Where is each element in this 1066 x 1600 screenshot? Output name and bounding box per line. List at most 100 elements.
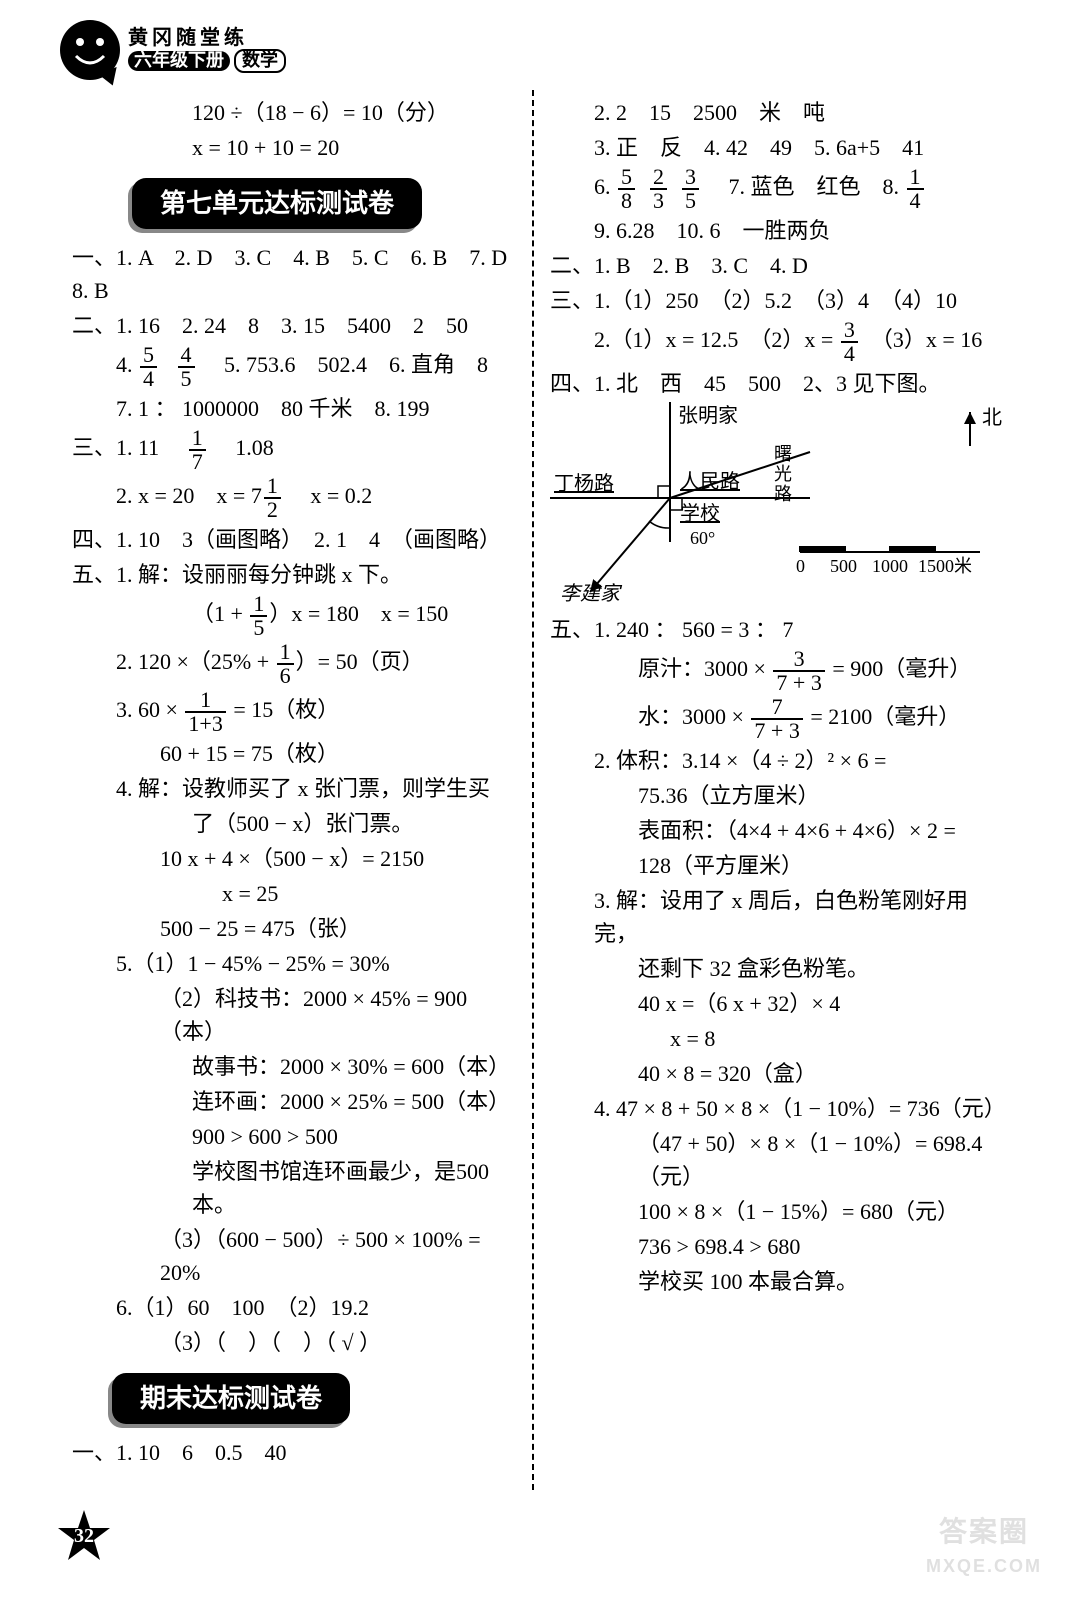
svg-text:0: 0	[796, 556, 805, 576]
fraction: 11+3	[185, 689, 225, 735]
text: 五、1. 解：设丽丽每分钟跳 x 下。	[72, 558, 516, 591]
svg-text:李建家: 李建家	[560, 583, 623, 602]
text: 原汁：3000 ×	[638, 656, 771, 681]
fraction: 17	[189, 427, 206, 473]
text: 学校买 100 本最合算。	[550, 1265, 1004, 1298]
text: 故事书：2000 × 30% = 600（本）	[72, 1050, 516, 1083]
text: 2. 120 ×（25% + 16）= 50（页）	[72, 641, 516, 687]
text: 2. 体积：3.14 ×（4 ÷ 2）² × 6 =	[550, 744, 1004, 777]
final-banner: 期末达标测试卷	[112, 1373, 350, 1424]
fraction: 37 + 3	[773, 648, 824, 694]
svg-text:张明家: 张明家	[678, 404, 738, 427]
text: 6.	[594, 174, 616, 199]
text: x = 10 + 10 = 20	[72, 131, 516, 164]
text: 40 x =（6 x + 32）× 4	[550, 987, 1004, 1020]
text: 5. 753.6 502.4 6. 直角 8	[202, 352, 488, 377]
text: 4. 解：设教师买了 x 张门票，则学生买	[72, 772, 516, 805]
text: x = 0.2	[288, 483, 372, 508]
watermark-line2: MXQE.COM	[926, 1553, 1042, 1580]
fraction: 35	[682, 166, 699, 212]
text: ）= 50（页）	[296, 649, 424, 674]
text: 一、1. 10 6 0.5 40	[72, 1436, 516, 1469]
text: 了（500 − x）张门票。	[72, 807, 516, 840]
text: 500 − 25 = 475（张）	[72, 912, 516, 945]
text: 5.（1）1 − 45% − 25% = 30%	[72, 947, 516, 980]
svg-text:500: 500	[830, 556, 857, 576]
svg-text:32: 32	[74, 1525, 94, 1547]
text: （1 + 15）x = 180 x = 150	[72, 593, 516, 639]
text: 水：3000 ×	[638, 704, 749, 729]
fraction: 34	[841, 319, 858, 365]
text: 2.（1）x = 12.5 （2）x = 34 （3）x = 16	[550, 319, 1004, 365]
text: 3. 解：设用了 x 周后，白色粉笔刚好用完，	[550, 884, 1004, 950]
text: 6. 58 23 35 7. 蓝色 红色 8. 14	[550, 166, 1004, 212]
watermark-line1: 答案圈	[926, 1511, 1042, 1553]
text: 2. x = 20 x = 712 x = 0.2	[72, 475, 516, 521]
text: 三、1.（1）250 （2）5.2 （3）4 （4）10	[550, 284, 1004, 317]
text: 4. 54 45 5. 753.6 502.4 6. 直角 8	[72, 344, 516, 390]
text: （47 + 50）× 8 ×（1 − 10%）= 698.4（元）	[550, 1127, 1004, 1193]
text: 三、1. 11	[72, 435, 181, 460]
content-columns: 120 ÷（18 − 6）= 10（分） x = 10 + 10 = 20 第七…	[0, 90, 1066, 1490]
text: 3. 60 ×	[116, 697, 183, 722]
text: 3. 60 × 11+3 = 15（枚）	[72, 689, 516, 735]
page-header: 黄冈随堂练 六年级下册 数学	[0, 0, 1066, 90]
text: 1.08	[213, 435, 274, 460]
text: 100 × 8 ×（1 − 15%）= 680（元）	[550, 1195, 1004, 1228]
fraction: 12	[264, 475, 281, 521]
text: 连环画：2000 × 25% = 500（本）	[72, 1085, 516, 1118]
text: 二、1. B 2. B 3. C 4. D	[550, 249, 1004, 282]
text: 6.（1）60 100 （2）19.2	[72, 1291, 516, 1324]
svg-text:光: 光	[774, 464, 792, 484]
fraction: 54	[140, 344, 157, 390]
svg-text:丁杨路: 丁杨路	[554, 472, 614, 495]
text: 表面积：（4×4 + 4×6 + 4×6）× 2 =	[550, 814, 1004, 847]
smile-icon	[60, 20, 120, 80]
text: 四、1. 10 3（画图略） 2. 1 4 （画图略）	[72, 523, 516, 556]
text: 75.36（立方厘米）	[550, 779, 1004, 812]
fraction: 14	[907, 166, 924, 212]
svg-text:1000: 1000	[872, 556, 908, 576]
text: 4. 47 × 8 + 50 × 8 ×（1 − 10%）= 736（元）	[550, 1092, 1004, 1125]
text: 2. 2 15 2500 米 吨	[550, 96, 1004, 129]
right-column: 2. 2 15 2500 米 吨 3. 正 反 4. 42 49 5. 6a+5…	[538, 90, 1016, 1490]
map-diagram: 北 张明家 丁杨路 人民路 曙 光 路 学校 60° 李建家	[550, 402, 1010, 602]
text: 60 + 15 = 75（枚）	[72, 737, 516, 770]
text: （2）科技书：2000 × 45% = 900（本）	[72, 982, 516, 1048]
text: = 900（毫升）	[827, 656, 971, 681]
left-column: 120 ÷（18 − 6）= 10（分） x = 10 + 10 = 20 第七…	[60, 90, 528, 1490]
text: 三、1. 11 17 1.08	[72, 427, 516, 473]
text: （3）（600 − 500）÷ 500 × 100% = 20%	[72, 1223, 516, 1289]
text: （3）（ ）（ ）（ √ ）	[72, 1326, 516, 1359]
text: = 2100（毫升）	[805, 704, 960, 729]
svg-text:学校: 学校	[680, 502, 720, 525]
text: 9. 6.28 10. 6 一胜两负	[550, 214, 1004, 247]
text: 2.（1）x = 12.5 （2）x =	[594, 327, 839, 352]
svg-text:60°: 60°	[690, 528, 715, 548]
svg-text:曙: 曙	[774, 444, 792, 464]
text: 还剩下 32 盒彩色粉笔。	[550, 952, 1004, 985]
text: x = 8	[550, 1022, 1004, 1055]
text: 7. 蓝色 红色 8.	[707, 174, 905, 199]
grade-pill: 六年级下册	[128, 51, 230, 71]
text: = 15（枚）	[228, 697, 339, 722]
text: 7. 1 ： 1000000 80 千米 8. 199	[72, 392, 516, 425]
text: 2. 120 ×（25% +	[116, 649, 275, 674]
text: 4.	[116, 352, 138, 377]
text: 900 > 600 > 500	[72, 1120, 516, 1153]
text: 2. x = 20 x = 7	[116, 483, 262, 508]
north-label: 北	[982, 406, 1002, 429]
text: 原汁：3000 × 37 + 3 = 900（毫升）	[550, 648, 1004, 694]
svg-text:1500米: 1500米	[918, 556, 972, 576]
text: 10 x + 4 ×（500 − x）= 2150	[72, 842, 516, 875]
text: 水：3000 × 77 + 3 = 2100（毫升）	[550, 696, 1004, 742]
text: 40 × 8 = 320（盒）	[550, 1057, 1004, 1090]
text: 二、1. 16 2. 24 8 3. 15 5400 2 50	[72, 309, 516, 342]
text: 3. 正 反 4. 42 49 5. 6a+5 41	[550, 131, 1004, 164]
text: 128（平方厘米）	[550, 849, 1004, 882]
text: ）x = 180 x = 150	[269, 601, 448, 626]
fraction: 23	[650, 166, 667, 212]
fraction: 45	[178, 344, 195, 390]
text: 四、1. 北 西 45 500 2、3 见下图。	[550, 367, 1004, 400]
subject-pill: 数学	[234, 49, 286, 73]
